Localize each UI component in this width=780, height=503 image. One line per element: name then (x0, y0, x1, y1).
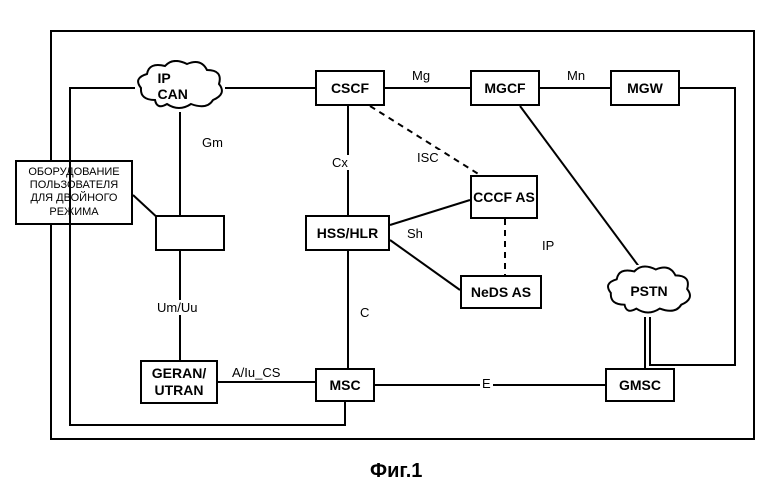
node-gmsc-label: GMSC (619, 377, 661, 394)
edge-label-ip: IP (540, 238, 556, 253)
node-msc: MSC (315, 368, 375, 402)
node-ipcan-label: IP CAN (158, 70, 203, 102)
node-pstn-label: PSTN (630, 283, 667, 299)
node-neds: NeDS AS (460, 275, 542, 309)
node-ipcan: IP CAN (135, 60, 225, 112)
node-pstn: PSTN (605, 265, 693, 317)
figure-caption: Фиг.1 (370, 460, 422, 483)
edge-label-c: C (358, 305, 371, 320)
annotation-text: ОБОРУДОВАНИЕ ПОЛЬЗОВАТЕЛЯ ДЛЯ ДВОЙНОГО Р… (28, 166, 119, 218)
edge-label-mn: Mn (565, 68, 587, 83)
node-mgcf: MGCF (470, 70, 540, 106)
node-hss: HSS/HLR (305, 215, 390, 251)
node-hss-label: HSS/HLR (317, 225, 378, 242)
edge-label-umuu: Um/Uu (155, 300, 199, 315)
node-geran-label: GERAN/ UTRAN (142, 365, 216, 399)
node-geran: GERAN/ UTRAN (140, 360, 218, 404)
edge-label-aiu: A/Iu_CS (230, 365, 282, 380)
node-ue (155, 215, 225, 251)
node-mgw: MGW (610, 70, 680, 106)
node-cscf-label: CSCF (331, 80, 369, 97)
node-mgcf-label: MGCF (484, 80, 525, 97)
edge-label-sh: Sh (405, 226, 425, 241)
node-cccf: CCCF AS (470, 175, 538, 219)
edge-label-isc: ISC (415, 150, 441, 165)
edge-label-mg: Mg (410, 68, 432, 83)
node-msc-label: MSC (329, 377, 360, 394)
node-cscf: CSCF (315, 70, 385, 106)
node-neds-label: NeDS AS (471, 284, 531, 301)
edge-label-gm: Gm (200, 135, 225, 150)
node-gmsc: GMSC (605, 368, 675, 402)
annotation-user-equipment: ОБОРУДОВАНИЕ ПОЛЬЗОВАТЕЛЯ ДЛЯ ДВОЙНОГО Р… (15, 160, 133, 225)
node-mgw-label: MGW (627, 80, 663, 97)
node-cccf-label: CCCF AS (473, 189, 535, 206)
edge-label-cx: Cx (330, 155, 350, 170)
edge-label-e: E (480, 376, 493, 391)
